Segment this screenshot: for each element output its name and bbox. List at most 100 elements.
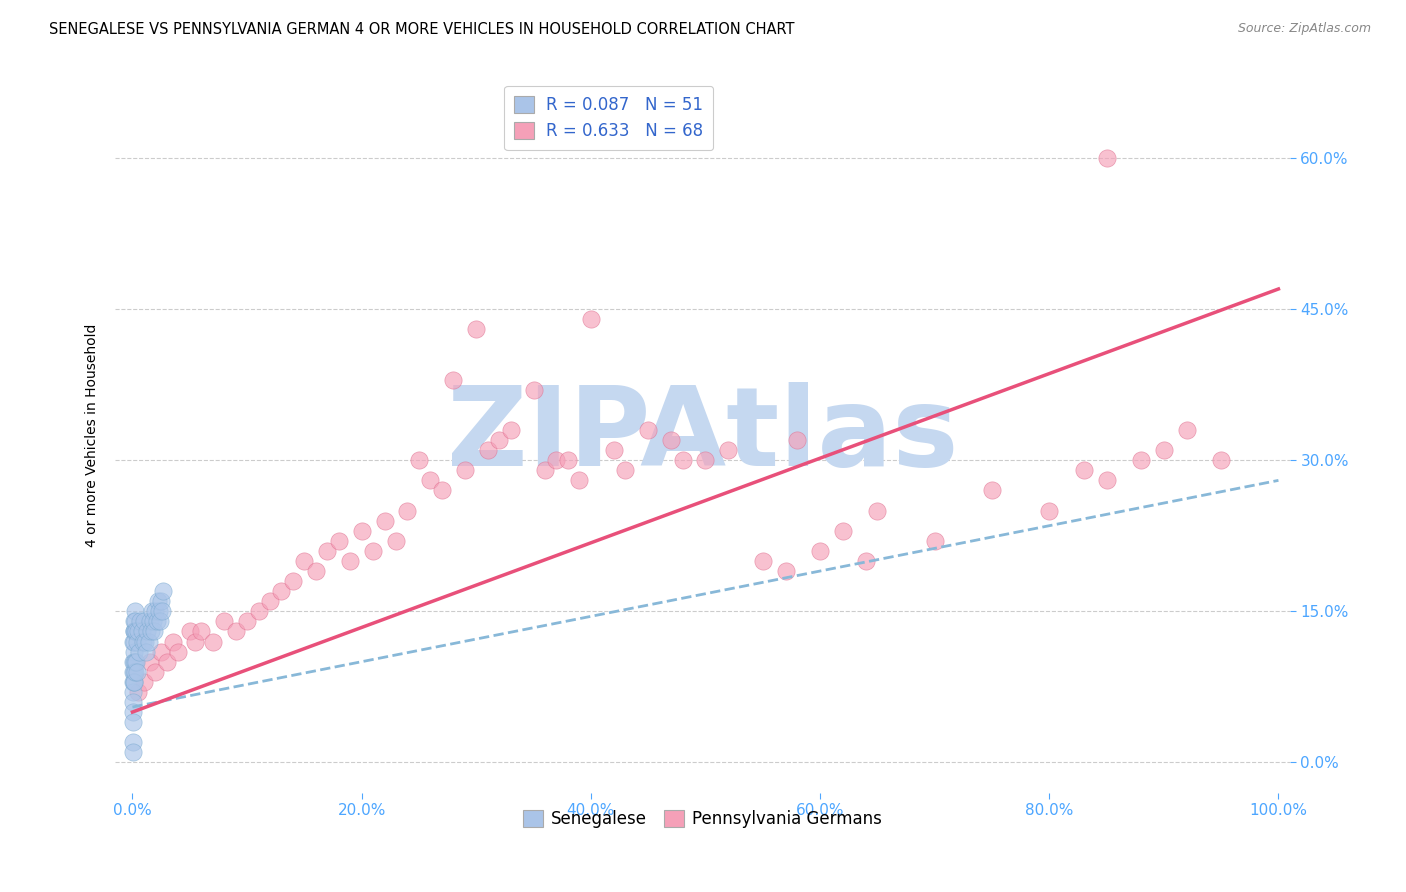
Point xyxy=(568,474,591,488)
Point xyxy=(350,524,373,538)
Point xyxy=(122,634,145,648)
Point xyxy=(138,655,160,669)
Point xyxy=(145,615,167,629)
Point xyxy=(127,624,149,639)
Point xyxy=(328,533,350,548)
Point xyxy=(866,503,889,517)
Point xyxy=(292,554,315,568)
Point xyxy=(132,615,155,629)
Point xyxy=(128,645,150,659)
Point xyxy=(717,443,740,458)
Point xyxy=(454,463,477,477)
Point xyxy=(522,383,544,397)
Point xyxy=(201,634,224,648)
Point xyxy=(546,453,568,467)
Point xyxy=(162,634,184,648)
Point xyxy=(122,645,145,659)
Point xyxy=(129,615,152,629)
Point xyxy=(236,615,259,629)
Point xyxy=(579,312,602,326)
Point xyxy=(124,604,146,618)
Point xyxy=(385,533,408,548)
Point xyxy=(167,645,190,659)
Point xyxy=(855,554,877,568)
Point xyxy=(122,705,145,719)
Point xyxy=(603,443,626,458)
Point xyxy=(614,463,637,477)
Point xyxy=(122,655,145,669)
Point xyxy=(808,544,831,558)
Point xyxy=(441,373,464,387)
Point xyxy=(125,624,148,639)
Y-axis label: 4 or more Vehicles in Household: 4 or more Vehicles in Household xyxy=(86,324,100,547)
Point xyxy=(259,594,281,608)
Point xyxy=(122,715,145,730)
Point xyxy=(146,594,169,608)
Point xyxy=(124,655,146,669)
Point xyxy=(924,533,946,548)
Point xyxy=(637,423,659,437)
Text: ZIPAtlas: ZIPAtlas xyxy=(447,382,959,489)
Point xyxy=(1211,453,1233,467)
Point xyxy=(152,584,174,599)
Point xyxy=(122,615,145,629)
Point xyxy=(122,665,145,679)
Point xyxy=(135,645,157,659)
Point xyxy=(122,665,145,679)
Point xyxy=(1129,453,1152,467)
Point xyxy=(122,695,145,709)
Point xyxy=(122,674,145,689)
Point xyxy=(156,655,179,669)
Point xyxy=(1038,503,1060,517)
Point xyxy=(122,624,145,639)
Point xyxy=(132,674,155,689)
Point xyxy=(786,433,808,447)
Point xyxy=(695,453,717,467)
Point xyxy=(125,665,148,679)
Point xyxy=(832,524,855,538)
Point xyxy=(122,674,145,689)
Point xyxy=(150,645,173,659)
Point xyxy=(981,483,1004,498)
Point xyxy=(488,433,510,447)
Point xyxy=(499,423,522,437)
Point xyxy=(374,514,396,528)
Point xyxy=(1073,463,1095,477)
Point xyxy=(124,624,146,639)
Point xyxy=(1095,474,1118,488)
Point xyxy=(305,564,328,578)
Point xyxy=(150,594,173,608)
Point xyxy=(122,634,145,648)
Point xyxy=(127,685,149,699)
Point xyxy=(361,544,384,558)
Point xyxy=(150,604,173,618)
Point xyxy=(190,624,212,639)
Point xyxy=(122,685,145,699)
Point xyxy=(122,745,145,759)
Point xyxy=(148,604,170,618)
Point xyxy=(122,735,145,749)
Point xyxy=(408,453,430,467)
Point xyxy=(142,615,165,629)
Point xyxy=(132,634,155,648)
Point xyxy=(477,443,499,458)
Point xyxy=(124,665,146,679)
Point xyxy=(1095,151,1118,165)
Point xyxy=(316,544,339,558)
Point xyxy=(149,615,172,629)
Point xyxy=(122,624,145,639)
Text: SENEGALESE VS PENNSYLVANIA GERMAN 4 OR MORE VEHICLES IN HOUSEHOLD CORRELATION CH: SENEGALESE VS PENNSYLVANIA GERMAN 4 OR M… xyxy=(49,22,794,37)
Point xyxy=(125,655,148,669)
Point xyxy=(122,655,145,669)
Point xyxy=(1153,443,1175,458)
Point xyxy=(247,604,270,618)
Point xyxy=(534,463,557,477)
Text: Source: ZipAtlas.com: Source: ZipAtlas.com xyxy=(1237,22,1371,36)
Point xyxy=(145,665,167,679)
Point xyxy=(184,634,207,648)
Point xyxy=(557,453,579,467)
Point xyxy=(419,474,441,488)
Point xyxy=(281,574,304,588)
Point xyxy=(465,322,488,336)
Point xyxy=(671,453,693,467)
